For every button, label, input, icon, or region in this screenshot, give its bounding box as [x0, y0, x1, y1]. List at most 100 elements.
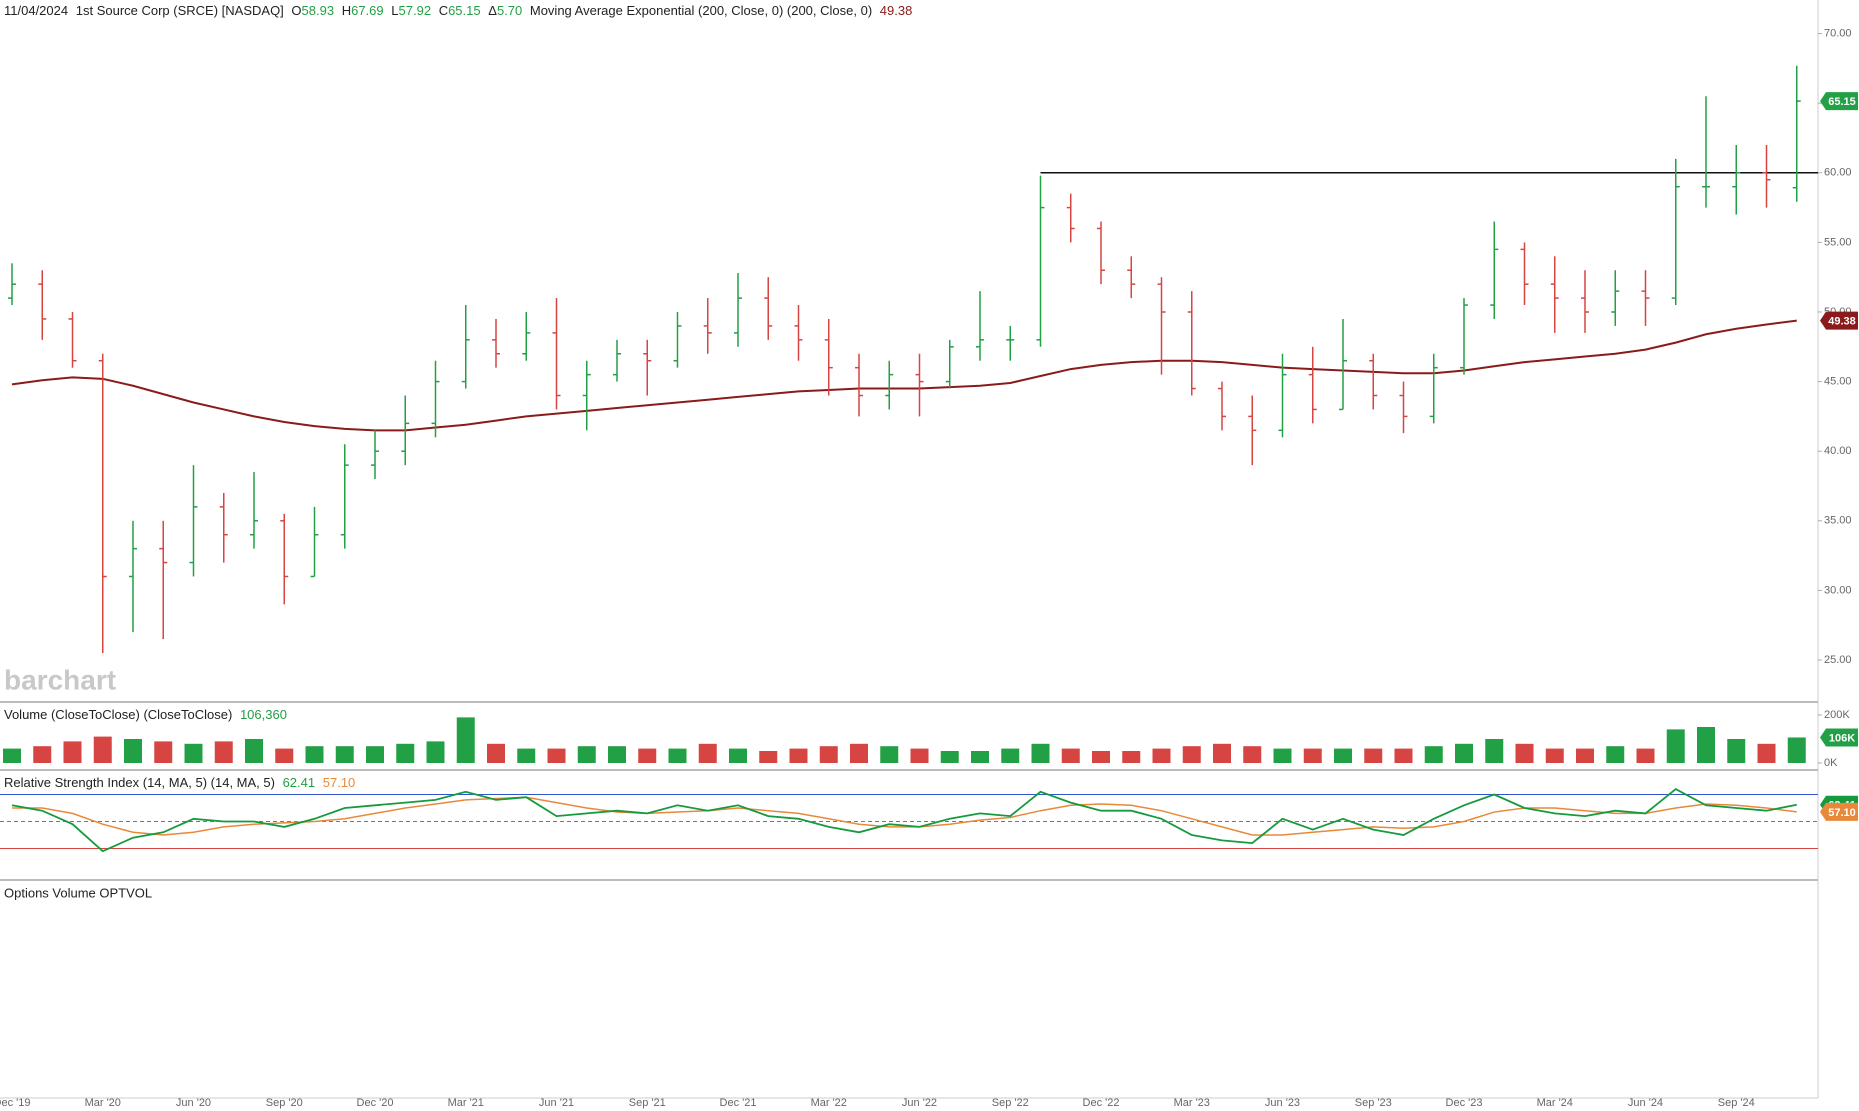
volume-bar	[275, 748, 294, 763]
volume-bar	[1636, 748, 1655, 763]
ma-badge: 49.38	[1828, 316, 1856, 328]
moving-average	[11, 319, 1797, 432]
volume-bar	[184, 743, 203, 763]
legend: 11/04/2024 1st Source Corp (SRCE) [NASDA…	[4, 3, 912, 18]
volume-bar	[33, 746, 52, 763]
volume-bar	[880, 746, 899, 763]
rsi-ma-value: 57.10	[323, 775, 356, 790]
date: 11/04/2024	[4, 3, 68, 18]
rsi-ma-line	[12, 796, 1797, 836]
x-tick-label: Mar '22	[811, 1097, 847, 1109]
volume-bar	[426, 741, 445, 763]
x-tick-label: Jun '22	[902, 1097, 937, 1109]
volume-bar	[456, 717, 475, 763]
close: 65.15	[448, 3, 481, 18]
ma-value: 49.38	[880, 3, 913, 18]
volume-bar	[517, 748, 536, 763]
y-tick-label: 55.00	[1824, 236, 1852, 248]
volume-bar	[1364, 748, 1383, 763]
x-tick-label: Jun '21	[539, 1097, 574, 1109]
volume-bar	[1122, 751, 1141, 763]
y-tick-label: 70.00	[1824, 28, 1852, 40]
volume-bar	[3, 748, 21, 763]
rsi-line	[11, 788, 1797, 853]
y-tick-label: 45.00	[1824, 376, 1852, 388]
volume-bar	[305, 746, 324, 763]
x-tick-label: Dec '19	[0, 1097, 30, 1109]
volume-bar	[1213, 743, 1231, 763]
x-tick-label: Dec '20	[357, 1097, 394, 1109]
volume-bar	[1485, 739, 1504, 763]
y-tick-label: 25.00	[1824, 654, 1852, 666]
volume-bar	[1334, 748, 1352, 763]
volume-bar	[608, 746, 626, 763]
volume-bar	[1303, 748, 1322, 763]
x-tick-label: Sep '23	[1355, 1097, 1392, 1109]
y-tick-label: 200K	[1824, 709, 1850, 721]
volume-bar	[668, 748, 687, 763]
volume-bar	[819, 746, 838, 763]
volume-bar	[335, 746, 354, 763]
volume-bar	[1031, 743, 1050, 763]
price-badge-bg	[1820, 92, 1858, 111]
x-tick-label: Sep '20	[266, 1097, 303, 1109]
volume-bar	[154, 741, 173, 763]
volume-legend: Volume (CloseToClose) (CloseToClose) 106…	[4, 707, 287, 722]
rsi-value: 62.41	[283, 775, 316, 790]
y-tick-label: 40.00	[1824, 445, 1852, 457]
volume-badge: 106K	[1829, 732, 1855, 744]
x-tick-label: Jun '23	[1265, 1097, 1300, 1109]
rsi-ma-badge-bg	[1820, 802, 1858, 821]
volume-bar	[759, 751, 778, 763]
volume-bar	[124, 739, 142, 763]
volume-badge-bg	[1820, 728, 1858, 747]
x-tick-label: Jun '24	[1628, 1097, 1663, 1109]
ma-name: Moving Average Exponential (200, Close, …	[530, 3, 872, 18]
x-tick-label: Mar '24	[1537, 1097, 1573, 1109]
x-tick-label: Mar '21	[448, 1097, 484, 1109]
x-tick-label: Sep '21	[629, 1097, 666, 1109]
volume-bar	[940, 751, 959, 763]
volume-bar	[1697, 727, 1715, 763]
volume-bar	[1515, 743, 1534, 763]
volume-bar	[487, 743, 505, 763]
x-tick-label: Mar '23	[1174, 1097, 1210, 1109]
open: 58.93	[302, 3, 335, 18]
volume-bar	[1394, 748, 1413, 763]
volume-bar	[1001, 748, 1020, 763]
volume-bar	[1787, 737, 1806, 763]
volume-bar	[577, 746, 596, 763]
x-tick-label: Jun '20	[176, 1097, 211, 1109]
volume-bar	[850, 743, 868, 763]
change: 5.70	[497, 3, 522, 18]
volume-bar	[729, 748, 747, 763]
volume-bar	[1606, 746, 1625, 763]
rsi-title: Relative Strength Index (14, MA, 5) (14,…	[4, 775, 275, 790]
volume-bar	[1243, 746, 1262, 763]
volume-bar	[63, 741, 82, 763]
options-title: Options Volume OPTVOL	[4, 885, 152, 900]
volume-bar	[1152, 748, 1171, 763]
volume-bar	[1727, 739, 1746, 763]
volume-bar	[214, 741, 233, 763]
x-tick-label: Mar '20	[85, 1097, 121, 1109]
volume-bar	[245, 739, 263, 763]
volume-bar	[971, 751, 989, 763]
volume-bar	[1182, 746, 1201, 763]
volume-bar	[366, 746, 384, 763]
volume-bar	[547, 748, 566, 763]
y-tick-label: 35.00	[1824, 515, 1852, 527]
y-tick-label: 60.00	[1824, 167, 1852, 179]
volume-bar	[93, 736, 112, 763]
x-tick-label: Dec '22	[1083, 1097, 1120, 1109]
volume-bar	[698, 743, 717, 763]
x-tick-label: Sep '22	[992, 1097, 1029, 1109]
x-tick-label: Sep '24	[1718, 1097, 1755, 1109]
y-tick-label: 0K	[1824, 757, 1838, 769]
volume-bar	[1576, 748, 1594, 763]
volume-value: 106,360	[240, 707, 287, 722]
low: 57.92	[399, 3, 432, 18]
volume-bar	[1424, 746, 1443, 763]
ma-badge-bg	[1820, 311, 1858, 330]
